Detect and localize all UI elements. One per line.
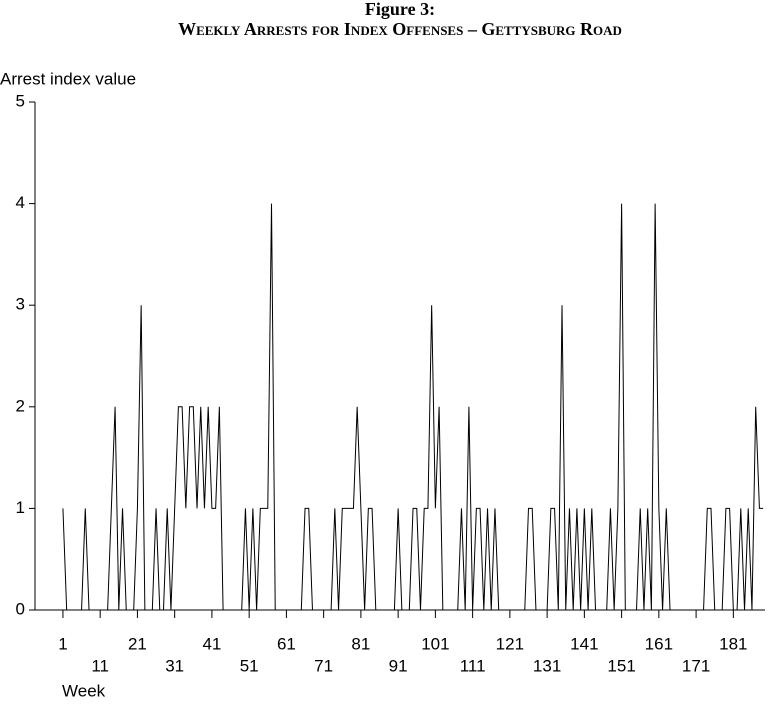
chart-subtitle: Weekly Arrests for Index Offenses – Gett… — [178, 19, 622, 39]
y-tick-label: 0 — [16, 599, 25, 618]
x-tick-label: 41 — [202, 634, 221, 653]
x-tick-label: 171 — [682, 656, 710, 675]
x-tick-label: 111 — [460, 656, 486, 675]
x-tick-label: 11 — [91, 656, 109, 675]
y-tick-label: 5 — [16, 91, 25, 110]
y-tick-label: 1 — [16, 498, 25, 517]
x-tick-label: 121 — [496, 634, 524, 653]
x-tick-label: 91 — [389, 656, 408, 675]
x-axis-label: Week — [62, 681, 106, 700]
x-tick-label: 1 — [58, 634, 67, 653]
x-tick-label: 151 — [607, 656, 635, 675]
x-tick-label: 101 — [421, 634, 449, 653]
x-tick-label: 141 — [570, 634, 598, 653]
x-tick-label: 51 — [240, 656, 259, 675]
x-tick-label: 81 — [351, 634, 370, 653]
y-tick-label: 4 — [16, 193, 25, 212]
x-tick-label: 161 — [645, 634, 673, 653]
x-tick-label: 71 — [314, 656, 333, 675]
y-axis-label: Arrest index value — [0, 69, 136, 88]
y-tick-label: 3 — [16, 295, 25, 314]
x-tick-label: 181 — [719, 634, 747, 653]
chart-title: Figure 3: — [365, 0, 435, 19]
x-tick-label: 131 — [533, 656, 561, 675]
x-tick-label: 31 — [165, 656, 184, 675]
data-line — [62, 203, 764, 611]
x-tick-label: 61 — [277, 634, 296, 653]
y-tick-label: 2 — [16, 396, 25, 415]
x-tick-label: 21 — [128, 634, 147, 653]
